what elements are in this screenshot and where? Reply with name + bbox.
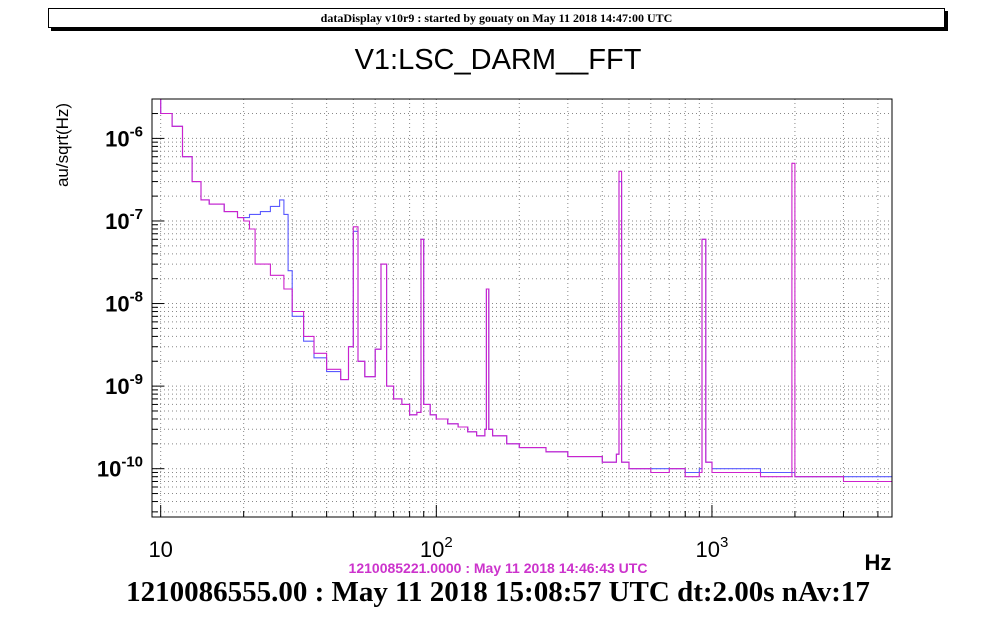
x-tick-label: 102 (420, 534, 453, 562)
y-axis-label: au/sqrt(Hz) (53, 103, 72, 187)
x-tick-label: 103 (696, 534, 729, 562)
y-tick-label: 10-8 (105, 289, 143, 317)
current-series-line (152, 98, 892, 478)
x-tick-label: 10 (148, 537, 172, 562)
axis-ticks: 10 102 103 10-6 10-7 10-8 10-9 10-10 (97, 98, 879, 562)
x-axis-label: Hz (865, 550, 892, 575)
grid (152, 98, 892, 517)
chart-title: V1:LSC_DARM__FFT (354, 44, 642, 76)
plot-frame (151, 98, 893, 518)
reference-series-line (152, 98, 892, 483)
y-tick-label: 10-9 (105, 371, 143, 399)
footer-timestamp: 1210086555.00 : May 11 2018 15:08:57 UTC… (126, 576, 870, 608)
series-layer (152, 98, 892, 483)
y-tick-label: 10-7 (105, 206, 143, 234)
reference-trace-label: 1210085221.0000 : May 11 2018 14:46:43 U… (348, 560, 648, 576)
y-tick-label: 10-10 (97, 454, 143, 482)
y-tick-label: 10-6 (105, 123, 143, 151)
app-banner: dataDisplay v10r9 : started by gouaty on… (48, 8, 945, 28)
